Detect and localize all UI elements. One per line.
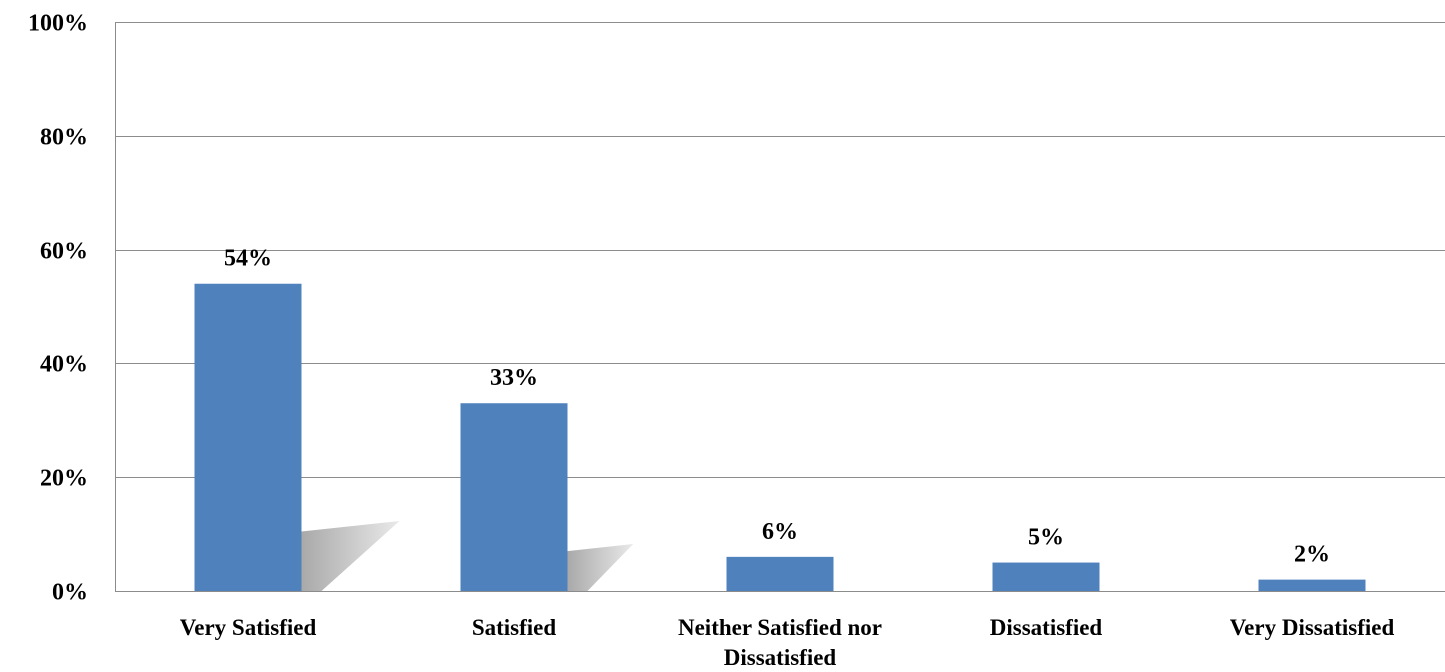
data-labels: 54% 33% 6% 5% 2% <box>224 246 1330 568</box>
data-label: 6% <box>762 519 798 545</box>
bar-shadow <box>567 544 634 591</box>
bar <box>726 556 834 591</box>
category-label: Very Satisfied <box>180 615 317 640</box>
category-label: Satisfied <box>472 615 557 640</box>
category-label: Dissatisfied <box>990 615 1103 640</box>
bar-shadows <box>301 521 634 591</box>
bar <box>194 283 302 591</box>
y-tick-label: 100% <box>28 11 88 37</box>
bar <box>460 403 568 591</box>
bar <box>992 562 1100 591</box>
data-label: 5% <box>1028 525 1064 551</box>
y-tick-label: 60% <box>40 239 88 265</box>
y-tick-label: 0% <box>52 580 88 606</box>
category-label: Neither Satisfied nor <box>678 615 882 640</box>
category-label: Dissatisfied <box>724 645 837 670</box>
bar <box>1258 579 1366 591</box>
data-label: 2% <box>1294 542 1330 568</box>
y-tick-label: 20% <box>40 466 88 492</box>
gridlines <box>115 22 1445 592</box>
y-axis-tick-labels: 0% 20% 40% 60% 80% 100% <box>28 11 88 606</box>
category-label: Very Dissatisfied <box>1230 615 1395 640</box>
category-labels: Very Satisfied Satisfied Neither Satisfied… <box>180 615 1395 670</box>
data-label: 33% <box>490 365 538 391</box>
bar-shadow <box>301 521 400 591</box>
bars <box>194 283 1366 591</box>
y-tick-label: 40% <box>40 352 88 378</box>
y-tick-label: 80% <box>40 125 88 151</box>
data-label: 54% <box>224 246 272 272</box>
